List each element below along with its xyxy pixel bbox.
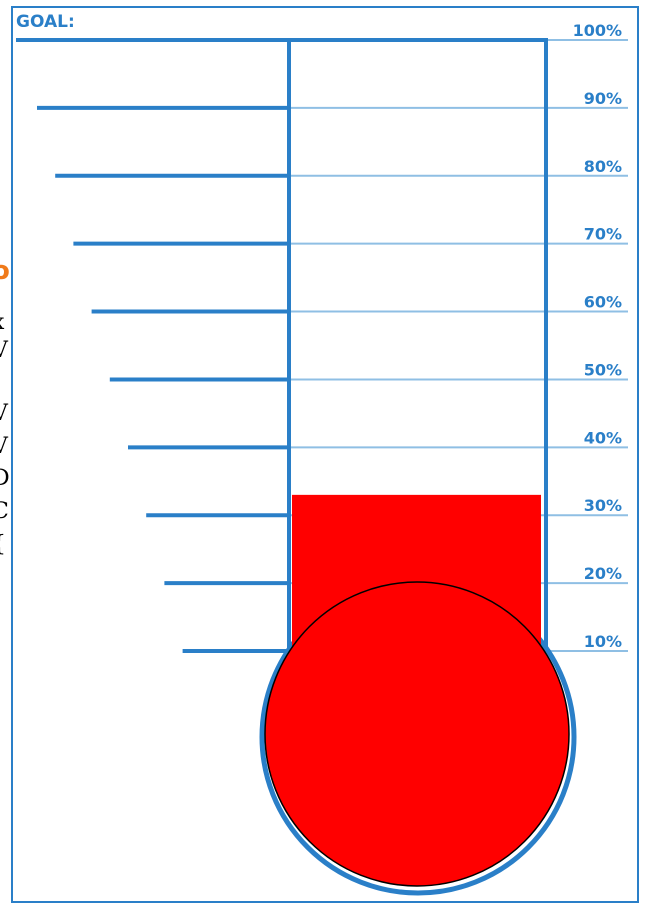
cropped-fragment: D — [0, 466, 10, 491]
goal-label: GOAL: — [16, 12, 75, 32]
tick-label-60: 60% — [584, 293, 622, 312]
cropped-fragment: x — [0, 312, 4, 334]
tick-label-30: 30% — [584, 496, 622, 515]
cropped-fragment: V — [0, 340, 8, 362]
cropped-fragment: o — [0, 256, 10, 286]
cropped-fragment: C — [0, 499, 9, 524]
tick-labels: 10% 20% 30% 40% 50% 60% 70% 80% 90% 100% — [573, 21, 622, 651]
tick-label-20: 20% — [584, 564, 622, 583]
tick-label-40: 40% — [584, 428, 622, 447]
tick-label-50: 50% — [584, 360, 622, 379]
cropped-fragment: { — [0, 534, 6, 556]
cropped-fragment: V — [0, 436, 8, 458]
tick-marks — [37, 105, 289, 653]
tick-label-80: 80% — [584, 157, 622, 176]
bulb-fill — [264, 581, 570, 887]
tick-label-10: 10% — [584, 632, 622, 651]
card-frame — [11, 6, 639, 903]
tick-label-100: 100% — [573, 21, 622, 40]
tick-label-70: 70% — [584, 225, 622, 244]
cropped-fragment: V — [0, 403, 8, 425]
tick-label-90: 90% — [584, 89, 622, 108]
